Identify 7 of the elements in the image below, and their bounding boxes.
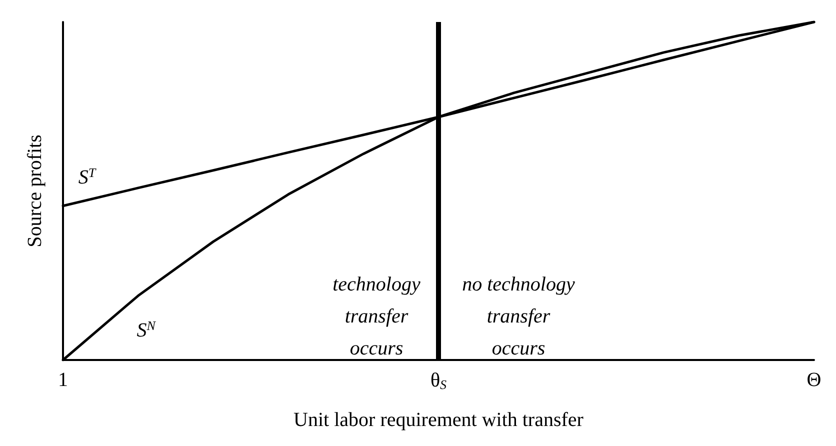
annotation: technology transfer occurs (332, 274, 420, 360)
x-tick-label: θS (430, 370, 448, 392)
x-tick-label: 1 (58, 369, 68, 391)
y-axis-title: Source profits (24, 134, 46, 248)
x-axis-title: Unit labor requirement with transfer (294, 409, 584, 431)
annotation: no technology transfer occurs (462, 274, 575, 360)
x-tick-label: Θ (806, 369, 822, 391)
